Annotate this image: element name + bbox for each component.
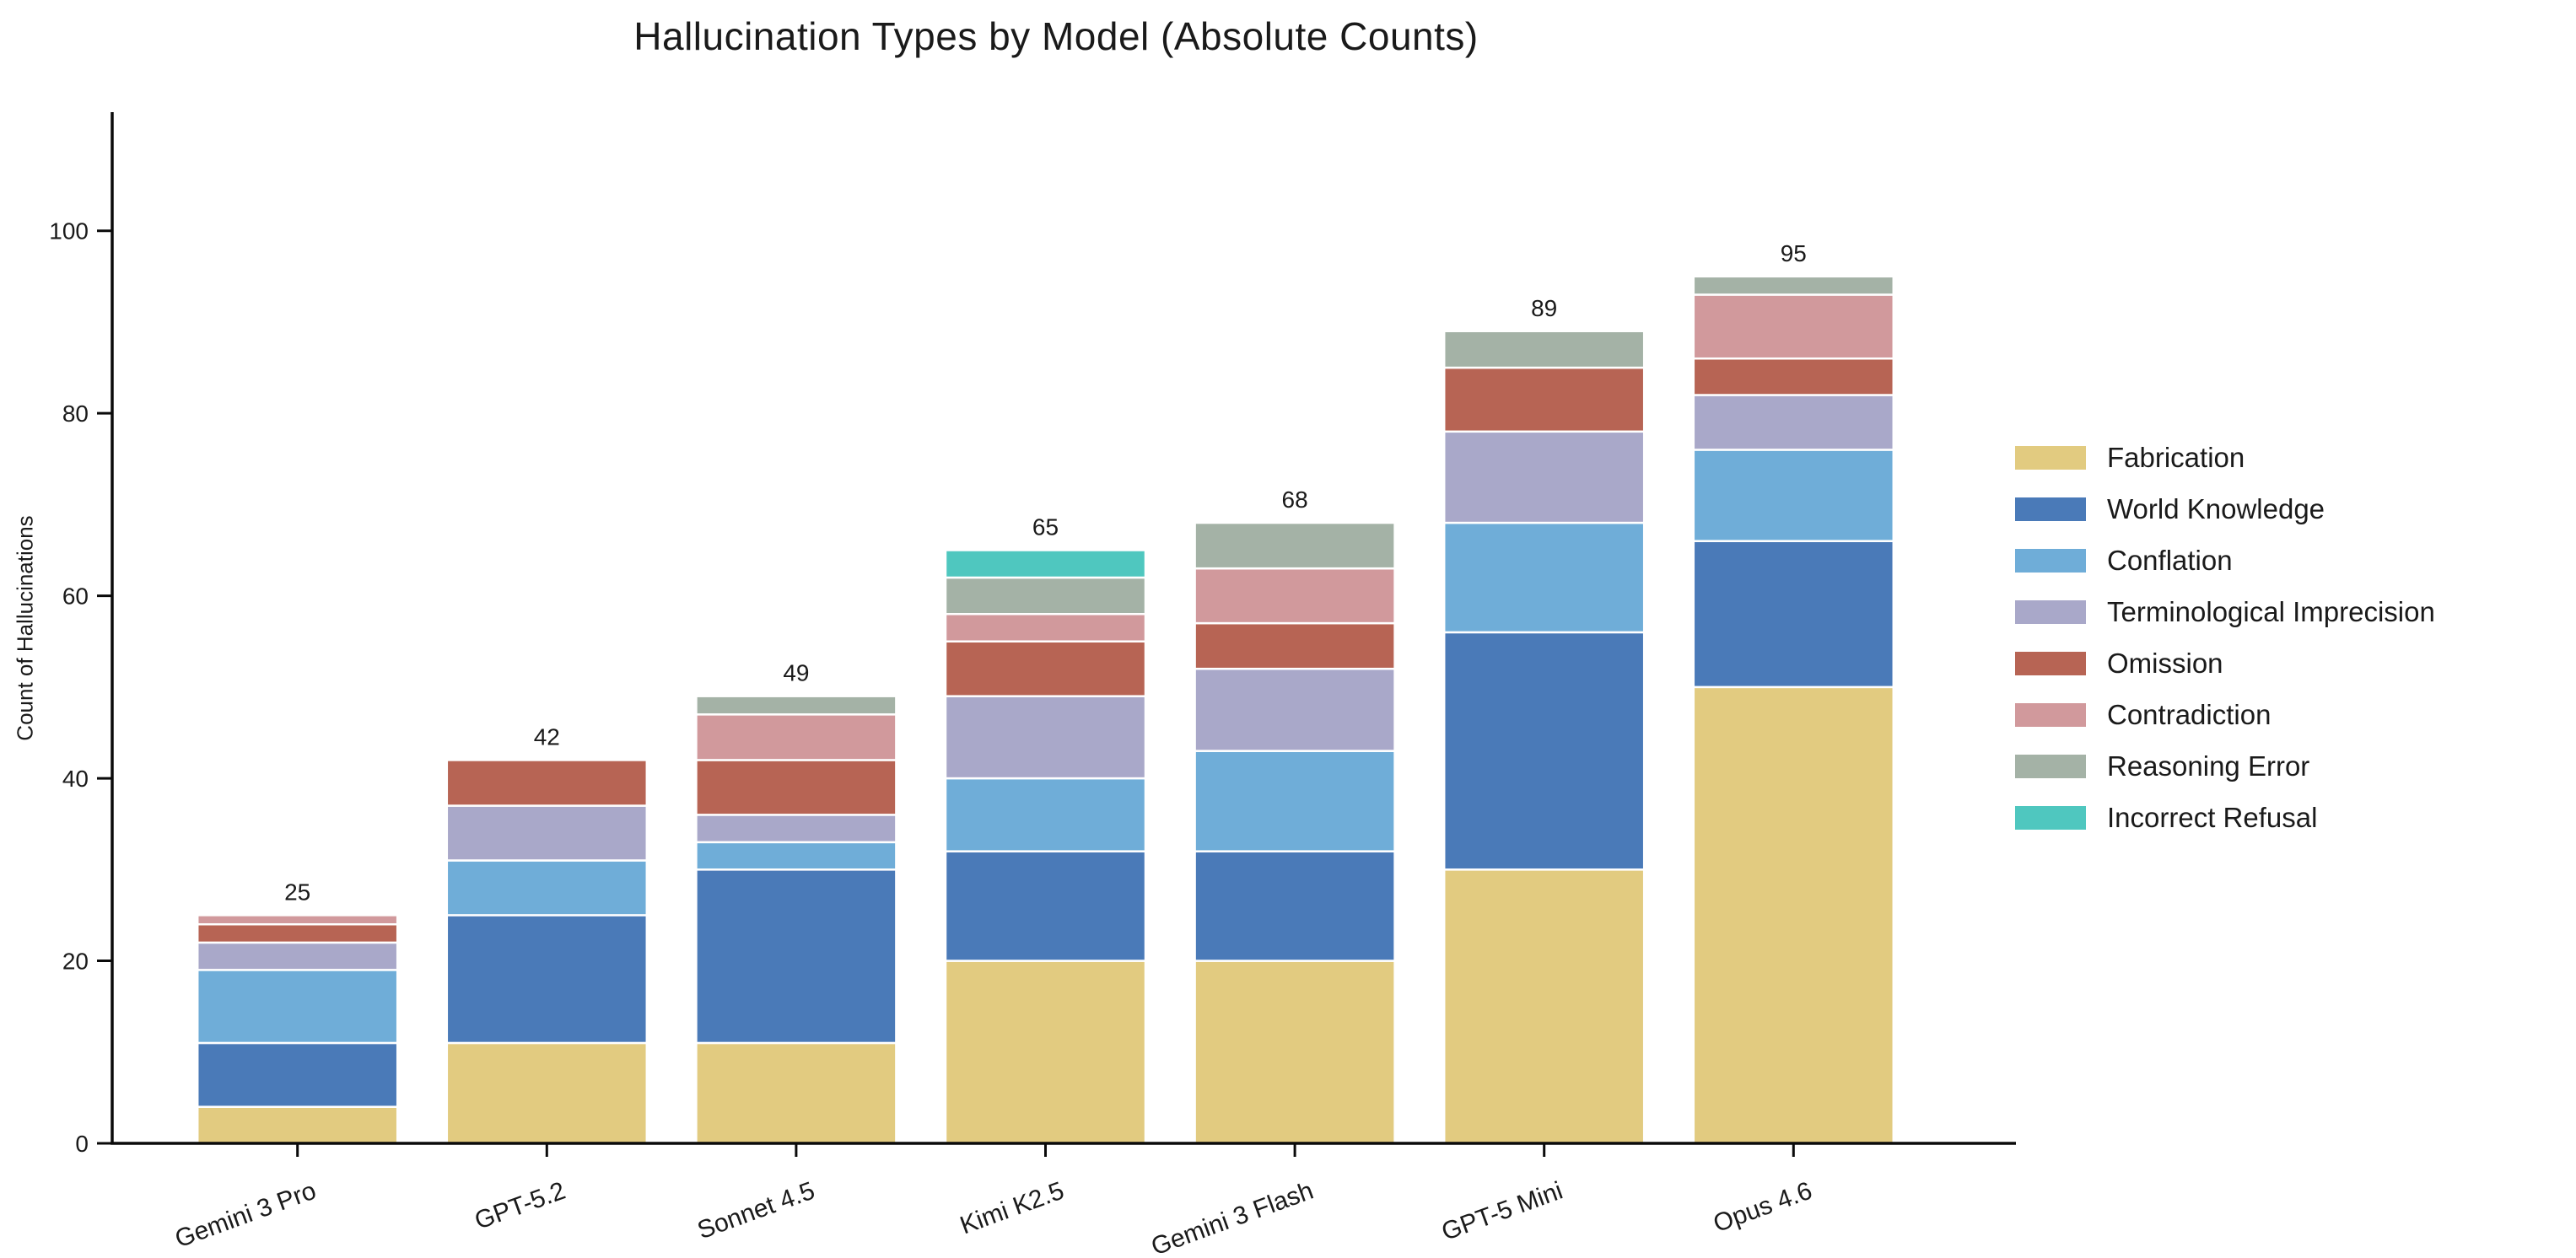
legend-swatch-reasoning-error — [2015, 754, 2086, 778]
bar-segment-conflation-sonnet-4-5 — [695, 841, 897, 871]
bar-segment-terminological-imprecision-kimi-k2-5 — [944, 695, 1147, 780]
legend-swatch-world-knowledge — [2015, 497, 2086, 521]
bar-segment-contradiction-sonnet-4-5 — [695, 713, 897, 761]
bar-total-label: 65 — [1032, 514, 1059, 540]
y-tick-label: 60 — [62, 583, 89, 610]
legend-label: Reasoning Error — [2107, 750, 2310, 782]
legend-swatch-incorrect-refusal — [2015, 805, 2086, 830]
x-tick-label-opus-4-6: Opus 4.6 — [1710, 1177, 1816, 1239]
bar-total-label: 95 — [1781, 240, 1807, 266]
bar-segment-reasoning-error-sonnet-4-5 — [695, 695, 897, 716]
bar-segment-contradiction-kimi-k2-5 — [944, 613, 1147, 642]
bar-segment-omission-gpt-5-mini — [1442, 366, 1646, 433]
bar-segment-world-knowledge-gpt-5-2 — [445, 914, 649, 1045]
bar-segment-terminological-imprecision-gemini-3-flash — [1194, 667, 1396, 752]
x-tick-label-kimi-k2-5: Kimi K2.5 — [957, 1177, 1068, 1240]
bar-segment-fabrication-gpt-5-mini — [1442, 868, 1646, 1145]
legend-item-conflation: Conflation — [2015, 535, 2435, 586]
legend-label: Conflation — [2107, 544, 2233, 576]
bar-segment-fabrication-gpt-5-2 — [445, 1041, 649, 1145]
y-tick-label: 0 — [75, 1131, 89, 1157]
bar-segment-incorrect-refusal-kimi-k2-5 — [944, 549, 1147, 579]
bar-segment-omission-opus-4-6 — [1692, 357, 1895, 396]
legend-swatch-terminological-imprecision — [2015, 599, 2086, 624]
bar-segment-fabrication-sonnet-4-5 — [695, 1041, 897, 1145]
legend-label: Incorrect Refusal — [2107, 801, 2318, 833]
bar-segment-conflation-kimi-k2-5 — [944, 777, 1147, 852]
bar-segment-terminological-imprecision-opus-4-6 — [1692, 394, 1895, 451]
bar-segment-contradiction-gemini-3-pro — [196, 914, 399, 926]
legend: Fabrication World Knowledge Conflation Term… — [2015, 432, 2435, 843]
legend-label: Omission — [2107, 647, 2223, 679]
bar-segment-world-knowledge-sonnet-4-5 — [695, 868, 897, 1045]
bar-segment-conflation-gemini-3-flash — [1194, 750, 1396, 852]
bar-segment-world-knowledge-gpt-5-mini — [1442, 631, 1646, 871]
legend-swatch-conflation — [2015, 548, 2086, 573]
legend-item-reasoning-error: Reasoning Error — [2015, 740, 2435, 792]
legend-swatch-contradiction — [2015, 702, 2086, 727]
bar-total-label: 89 — [1531, 295, 1557, 321]
bar-segment-world-knowledge-gemini-3-flash — [1194, 850, 1396, 962]
bar-segment-conflation-opus-4-6 — [1692, 449, 1895, 542]
bar-segment-fabrication-gemini-3-pro — [196, 1105, 399, 1145]
bar-total-label: 49 — [783, 660, 809, 686]
legend-swatch-omission — [2015, 651, 2086, 675]
bar-segment-terminological-imprecision-gpt-5-2 — [445, 804, 649, 862]
bar-total-label: 68 — [1282, 487, 1308, 513]
bar-segment-conflation-gpt-5-2 — [445, 859, 649, 917]
bar-segment-omission-sonnet-4-5 — [695, 759, 897, 816]
bar-segment-omission-gpt-5-2 — [445, 759, 649, 807]
bar-total-label: 25 — [284, 879, 310, 905]
bar-segment-conflation-gpt-5-mini — [1442, 521, 1646, 634]
x-tick-label-sonnet-4-5: Sonnet 4.5 — [694, 1177, 819, 1245]
bar-segment-world-knowledge-opus-4-6 — [1692, 540, 1895, 689]
x-tick-label-gemini-3-pro: Gemini 3 Pro — [171, 1177, 320, 1254]
bar-segment-fabrication-opus-4-6 — [1692, 685, 1895, 1145]
bar-segment-conflation-gemini-3-pro — [196, 969, 399, 1045]
legend-item-terminological-imprecision: Terminological Imprecision — [2015, 586, 2435, 637]
bar-segment-contradiction-opus-4-6 — [1692, 293, 1895, 360]
legend-item-incorrect-refusal: Incorrect Refusal — [2015, 792, 2435, 843]
legend-item-world-knowledge: World Knowledge — [2015, 483, 2435, 535]
legend-swatch-fabrication — [2015, 445, 2086, 470]
bar-segment-world-knowledge-kimi-k2-5 — [944, 850, 1147, 962]
bar-segment-terminological-imprecision-gemini-3-pro — [196, 941, 399, 971]
bar-segment-world-knowledge-gemini-3-pro — [196, 1041, 399, 1108]
x-tick-label-gpt-5-mini: GPT-5 Mini — [1438, 1177, 1566, 1246]
y-tick-label: 100 — [49, 218, 89, 245]
legend-label: World Knowledge — [2107, 492, 2325, 524]
bar-segment-fabrication-gemini-3-flash — [1194, 960, 1396, 1145]
legend-label: Terminological Imprecision — [2107, 595, 2435, 627]
legend-item-contradiction: Contradiction — [2015, 689, 2435, 740]
bar-segment-omission-kimi-k2-5 — [944, 640, 1147, 697]
y-tick-label: 20 — [62, 949, 89, 975]
bar-total-label: 42 — [534, 723, 560, 750]
bar-segment-omission-gemini-3-pro — [196, 922, 399, 944]
legend-item-omission: Omission — [2015, 637, 2435, 689]
bar-segment-reasoning-error-gpt-5-mini — [1442, 330, 1646, 369]
y-tick-label: 80 — [62, 401, 89, 427]
bar-segment-contradiction-gemini-3-flash — [1194, 567, 1396, 625]
bar-segment-reasoning-error-kimi-k2-5 — [944, 576, 1147, 616]
bar-segment-fabrication-kimi-k2-5 — [944, 960, 1147, 1145]
x-tick-label-gpt-5-2: GPT-5.2 — [471, 1177, 569, 1235]
y-tick-label: 40 — [62, 766, 89, 792]
bar-segment-reasoning-error-opus-4-6 — [1692, 275, 1895, 296]
bar-segment-reasoning-error-gemini-3-flash — [1194, 521, 1396, 570]
legend-item-fabrication: Fabrication — [2015, 432, 2435, 483]
bar-segment-terminological-imprecision-gpt-5-mini — [1442, 430, 1646, 524]
bar-segment-omission-gemini-3-flash — [1194, 621, 1396, 670]
bar-segment-terminological-imprecision-sonnet-4-5 — [695, 814, 897, 844]
x-tick-label-gemini-3-flash: Gemini 3 Flash — [1148, 1177, 1318, 1258]
legend-label: Contradiction — [2107, 698, 2272, 730]
legend-label: Fabrication — [2107, 441, 2245, 473]
chart-title: Hallucination Types by Model (Absolute C… — [633, 14, 1479, 58]
